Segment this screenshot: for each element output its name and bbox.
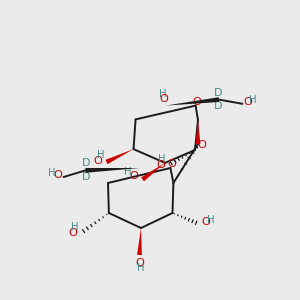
- Text: H: H: [250, 95, 257, 105]
- Text: D: D: [82, 172, 90, 182]
- Text: D: D: [82, 158, 90, 168]
- Text: H: H: [49, 168, 56, 178]
- Text: H: H: [207, 215, 215, 225]
- Text: O: O: [167, 159, 176, 170]
- Polygon shape: [85, 168, 140, 173]
- Polygon shape: [137, 228, 142, 255]
- Text: O: O: [94, 155, 103, 166]
- Text: O: O: [193, 97, 202, 107]
- Text: O: O: [129, 171, 138, 182]
- Text: O: O: [243, 97, 252, 107]
- Text: H: H: [71, 221, 79, 232]
- Polygon shape: [196, 120, 200, 144]
- Polygon shape: [106, 149, 134, 164]
- Text: H: H: [97, 149, 104, 160]
- Text: O: O: [69, 227, 78, 238]
- Text: H: H: [137, 263, 145, 273]
- Text: H: H: [124, 167, 131, 177]
- Text: D: D: [214, 88, 222, 98]
- Text: O: O: [135, 257, 144, 268]
- Text: O: O: [197, 140, 206, 150]
- Text: O: O: [156, 160, 165, 170]
- Text: H: H: [158, 154, 166, 164]
- Text: O: O: [201, 217, 210, 227]
- Text: D: D: [214, 101, 222, 111]
- Polygon shape: [141, 163, 165, 181]
- Polygon shape: [166, 97, 219, 106]
- Text: O: O: [54, 170, 63, 181]
- Text: O: O: [160, 94, 169, 104]
- Text: H: H: [160, 89, 167, 99]
